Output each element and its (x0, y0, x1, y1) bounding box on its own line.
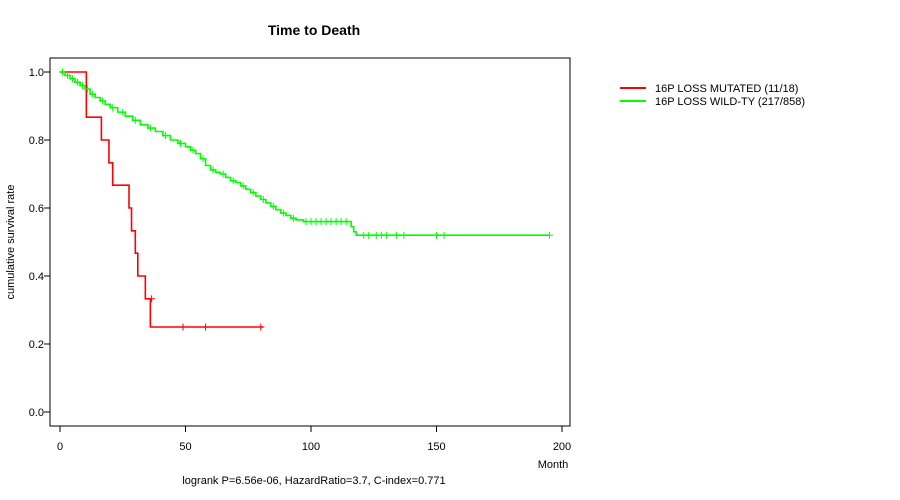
censor-mark-1-24 (289, 214, 297, 222)
censor-mark-0-2 (202, 323, 210, 331)
censor-mark-1-17 (219, 170, 227, 178)
y-tick-label-2: 0.4 (29, 271, 44, 283)
censor-mark-1-13 (176, 139, 184, 147)
censor-mark-0-1 (179, 323, 187, 331)
censor-mark-1-6 (89, 90, 97, 98)
censor-mark-1-14 (189, 146, 197, 154)
censor-mark-1-8 (109, 104, 117, 112)
censor-mark-1-23 (279, 209, 287, 217)
x-axis-label: Month (538, 459, 569, 471)
censor-mark-1-39 (392, 231, 400, 239)
censor-mark-1-43 (545, 231, 553, 239)
censor-mark-1-15 (199, 155, 207, 163)
censor-mark-1-0 (59, 68, 67, 76)
y-tick-label-4: 0.8 (29, 135, 44, 147)
censor-mark-1-21 (259, 196, 267, 203)
censor-mark-1-12 (161, 132, 169, 140)
series-layer (59, 68, 553, 331)
survival-curve-0 (60, 71, 264, 328)
x-tick-label-100: 100 (302, 441, 320, 453)
censor-mark-1-2 (69, 75, 77, 83)
censor-mark-1-38 (382, 231, 390, 239)
y-axis-label: cumulative survival rate (5, 185, 17, 300)
x-tick-label-50: 50 (179, 441, 191, 453)
x-tick-label-200: 200 (553, 441, 571, 453)
y-tick-label-5: 1.0 (29, 67, 44, 79)
censor-mark-1-20 (249, 189, 257, 197)
plot-frame (49, 57, 571, 427)
legend-label-wildtype: 16P LOSS WILD-TY (217/858) (655, 96, 805, 108)
censor-mark-1-41 (433, 231, 440, 239)
censor-mark-1-5 (84, 85, 92, 93)
censor-mark-1-19 (239, 182, 247, 190)
legend-label-mutated: 16P LOSS MUTATED (11/18) (655, 83, 798, 95)
censor-mark-1-11 (146, 124, 154, 132)
censor-mark-0-0 (148, 295, 156, 303)
censor-mark-1-3 (74, 78, 82, 86)
censor-mark-1-4 (79, 82, 87, 90)
censor-mark-1-10 (131, 116, 139, 124)
legend: 16P LOSS MUTATED (11/18) 16P LOSS WILD-T… (620, 83, 805, 108)
x-tick-label-150: 150 (427, 441, 445, 453)
y-tick-label-3: 0.6 (29, 203, 44, 215)
chart-title: Time to Death (268, 22, 360, 38)
survival-curve-1 (60, 71, 550, 236)
censor-mark-1-42 (440, 231, 448, 239)
censor-mark-0-3 (257, 323, 265, 331)
censor-mark-1-22 (269, 202, 277, 210)
censor-mark-1-33 (342, 218, 350, 226)
stats-footer: logrank P=6.56e-06, HazardRatio=3.7, C-i… (182, 475, 445, 487)
y-tick-label-1: 0.2 (29, 339, 44, 351)
censor-mark-1-1 (64, 71, 72, 79)
y-tick-label-0: 0.0 (29, 407, 44, 419)
censor-mark-1-7 (99, 97, 107, 105)
censor-mark-1-18 (229, 177, 237, 185)
censor-mark-1-40 (400, 231, 408, 239)
censor-mark-1-16 (209, 166, 217, 174)
series-1 (59, 68, 553, 239)
x-tick-label-0: 0 (57, 441, 63, 453)
x-axis: 0 50 100 150 200 (57, 426, 571, 453)
y-axis: 0.0 0.2 0.4 0.6 0.8 1.0 (29, 67, 50, 419)
censor-mark-1-9 (119, 108, 127, 116)
series-0 (60, 71, 265, 331)
censor-mark-1-35 (365, 231, 373, 239)
